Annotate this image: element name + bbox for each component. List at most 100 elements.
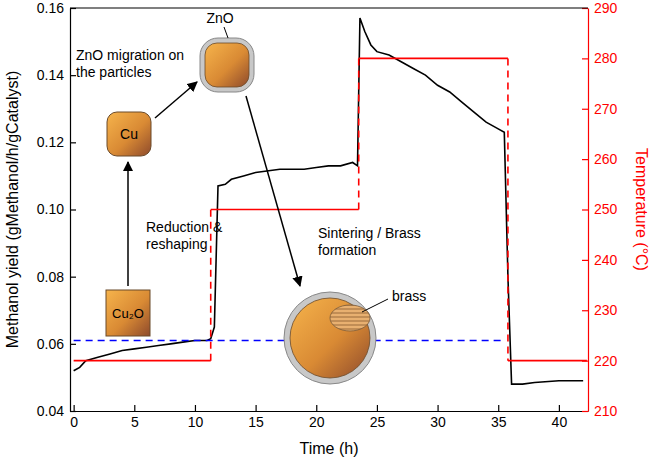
tick: 20 (309, 405, 325, 430)
plot-area (74, 18, 587, 384)
annotation-line: reshaping (146, 236, 208, 252)
tick-mark (70, 411, 76, 412)
tick-label: 10 (188, 414, 204, 430)
tick-label: 0.12 (37, 134, 64, 150)
tick: 40 (552, 405, 568, 430)
tick-label: 0.06 (37, 336, 64, 352)
tick-mark (498, 405, 499, 411)
tick-label: 290 (594, 0, 618, 16)
tick: 240 (582, 252, 618, 268)
tick-label: 5 (131, 414, 139, 430)
tick: 5 (131, 405, 139, 430)
cu2o-particle (106, 290, 150, 336)
step-level (359, 58, 508, 60)
tick: 30 (430, 405, 446, 430)
tick-mark (70, 344, 76, 345)
axis-line (71, 411, 589, 412)
tick: 10 (188, 405, 204, 430)
tick-mark (377, 405, 378, 411)
tick: 270 (582, 101, 618, 117)
tick-label: 35 (491, 414, 507, 430)
tick: 0.12 (37, 134, 76, 150)
step-riser (507, 58, 509, 360)
tick-mark (70, 142, 76, 143)
tick-label: 0 (70, 414, 78, 430)
tick-mark (316, 405, 317, 411)
tick-mark (134, 405, 135, 411)
axis-line (588, 9, 589, 412)
y-axis-title: Methanol yield (gMethanol/h/gCatalyst) (4, 71, 21, 348)
tick-label: 230 (594, 302, 618, 318)
arrow (127, 162, 129, 286)
step-level (211, 209, 359, 211)
tick: 210 (582, 403, 618, 419)
tick-mark (559, 405, 560, 411)
tick-label: 240 (594, 252, 618, 268)
tick-mark (582, 209, 588, 210)
tick: 250 (582, 201, 618, 217)
tick-label: 210 (594, 403, 618, 419)
step-level (508, 360, 587, 362)
tick-label: 280 (594, 50, 618, 66)
tick-mark (256, 405, 257, 411)
frame (70, 7, 588, 8)
tick: 0.04 (37, 403, 76, 419)
tick: 35 (491, 405, 507, 430)
tick-label: 0.14 (37, 67, 64, 83)
tick: 0.08 (37, 269, 76, 285)
schematic (106, 27, 388, 384)
tick: 25 (370, 405, 386, 430)
cu-core (205, 43, 249, 87)
tick-mark (195, 405, 196, 411)
annotation-line: formation (318, 242, 376, 258)
tick-label: 260 (594, 151, 618, 167)
tick-mark (582, 310, 588, 311)
x-axis-title: Time (h) (300, 440, 359, 457)
annotation: Sintering / Brassformation (318, 225, 421, 258)
annotation: ZnO (206, 10, 233, 26)
cu-particle (107, 112, 151, 156)
annotation-line: the particles (76, 64, 151, 80)
tick: 0.06 (37, 336, 76, 352)
tick-mark (582, 109, 588, 110)
y-axis: 0.040.060.080.100.120.140.16 (37, 0, 76, 419)
tick: 230 (582, 302, 618, 318)
annotation: brass (392, 288, 426, 304)
tick-mark (582, 58, 588, 59)
tick-mark (582, 260, 588, 261)
annotation: Cu₂O (112, 306, 144, 321)
tick: 220 (582, 353, 618, 369)
leader-line (224, 27, 228, 38)
step-riser (358, 58, 360, 209)
tick: 0.14 (37, 67, 76, 83)
y2-axis: 210 220 230 240 250 260 270 280 290 (582, 0, 618, 419)
tick-label: 0.16 (37, 0, 64, 16)
zno-shell (284, 292, 376, 384)
tick-label: 270 (594, 101, 618, 117)
arrow (246, 96, 300, 286)
series-line (74, 18, 584, 384)
annotation-line: Reduction & (146, 219, 223, 235)
cu-core (290, 298, 370, 378)
annotation: Reduction &reshaping (146, 219, 223, 252)
tick-mark (70, 209, 76, 210)
annotation: Cu (120, 126, 138, 142)
brass-region (330, 305, 370, 331)
tick-mark (582, 411, 588, 412)
tick-mark (582, 159, 588, 160)
tick-label: 40 (552, 414, 568, 430)
tick-label: 0.04 (37, 403, 64, 419)
tick-label: 250 (594, 201, 618, 217)
zno-shell (200, 38, 254, 92)
annotation-line: Sintering / Brass (318, 225, 421, 241)
tick-mark (437, 405, 438, 411)
tick: 260 (582, 151, 618, 167)
x-axis: 0510152025303540 (70, 405, 588, 430)
step-level (74, 360, 211, 362)
annotation: ZnO migration onthe particles (76, 47, 184, 80)
tick-label: 20 (309, 414, 325, 430)
chart: 05101520253035400.040.060.080.100.120.14… (0, 0, 651, 467)
arrow (155, 82, 197, 118)
tick-mark (70, 277, 76, 278)
tick-label: 220 (594, 353, 618, 369)
